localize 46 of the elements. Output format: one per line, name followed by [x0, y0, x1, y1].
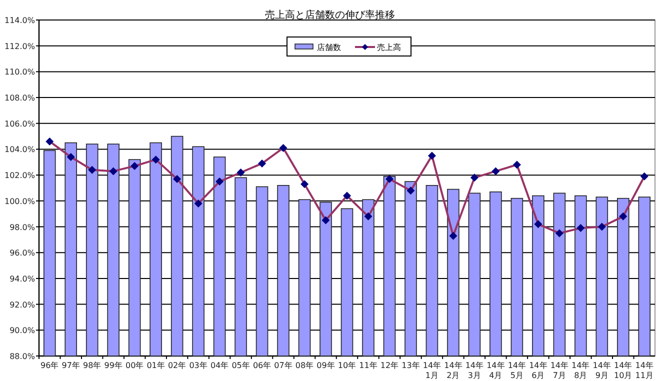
- x-tick-label: 00年: [125, 361, 144, 370]
- x-tick-label: 09年: [316, 361, 335, 370]
- x-tick-label: 14年 2月: [444, 361, 462, 380]
- x-tick-label: 05年: [232, 361, 250, 370]
- x-tick-label: 14年 1月: [422, 361, 442, 380]
- legend-label: 店舗数: [317, 43, 341, 52]
- x-tick-label: 14年 9月: [592, 361, 611, 380]
- y-tick-label: 102.0%: [4, 171, 36, 180]
- x-tick-label: 06年: [252, 361, 272, 370]
- x-tick-label: 14年 6月: [529, 361, 548, 380]
- x-tick-label: 12年: [380, 361, 399, 370]
- legend-label: 売上高: [377, 43, 401, 52]
- x-tick-label: 99年: [104, 361, 122, 370]
- x-tick-label: 14年 8月: [572, 361, 590, 380]
- x-tick-label: 03年: [189, 361, 208, 370]
- x-tick-label: 98年: [83, 361, 102, 370]
- x-tick-label: 10年: [338, 361, 356, 370]
- x-tick-label: 08年: [295, 361, 314, 370]
- x-tick-label: 14年 7月: [550, 361, 569, 380]
- y-tick-label: 114.0%: [4, 16, 36, 25]
- y-tick-label: 94.0%: [10, 274, 36, 284]
- y-tick-label: 98.0%: [10, 222, 36, 232]
- x-tick-label: 13年: [402, 361, 420, 370]
- x-tick-label: 14年 3月: [465, 361, 484, 380]
- x-tick-label: 97年: [62, 361, 80, 370]
- x-tick-label: 07年: [274, 361, 292, 370]
- chart-title: 売上高と店舗数の伸び率推移: [265, 9, 395, 21]
- y-tick-label: 92.0%: [10, 300, 36, 310]
- x-tick-label: 96年: [40, 361, 59, 370]
- x-tick-label: 01年: [146, 361, 165, 370]
- x-tick-label: 14年 5月: [508, 361, 526, 380]
- y-tick-label: 90.0%: [10, 326, 36, 336]
- y-tick-label: 96.0%: [10, 248, 36, 258]
- x-tick-label: 14年 4月: [486, 361, 505, 380]
- x-tick-label: 14年 11月: [635, 361, 654, 380]
- y-tick-label: 104.0%: [4, 145, 36, 154]
- y-tick-label: 110.0%: [4, 68, 36, 77]
- y-tick-label: 108.0%: [4, 94, 36, 103]
- x-tick-label: 14年 10月: [614, 361, 632, 380]
- y-tick-label: 88.0%: [10, 352, 36, 361]
- x-tick-label: 04年: [210, 361, 229, 370]
- y-tick-label: 106.0%: [4, 119, 36, 128]
- x-tick-label: 02年: [168, 361, 186, 370]
- y-tick-label: 100.0%: [4, 196, 36, 206]
- x-tick-label: 11年: [359, 361, 378, 370]
- y-tick-label: 112.0%: [4, 42, 36, 51]
